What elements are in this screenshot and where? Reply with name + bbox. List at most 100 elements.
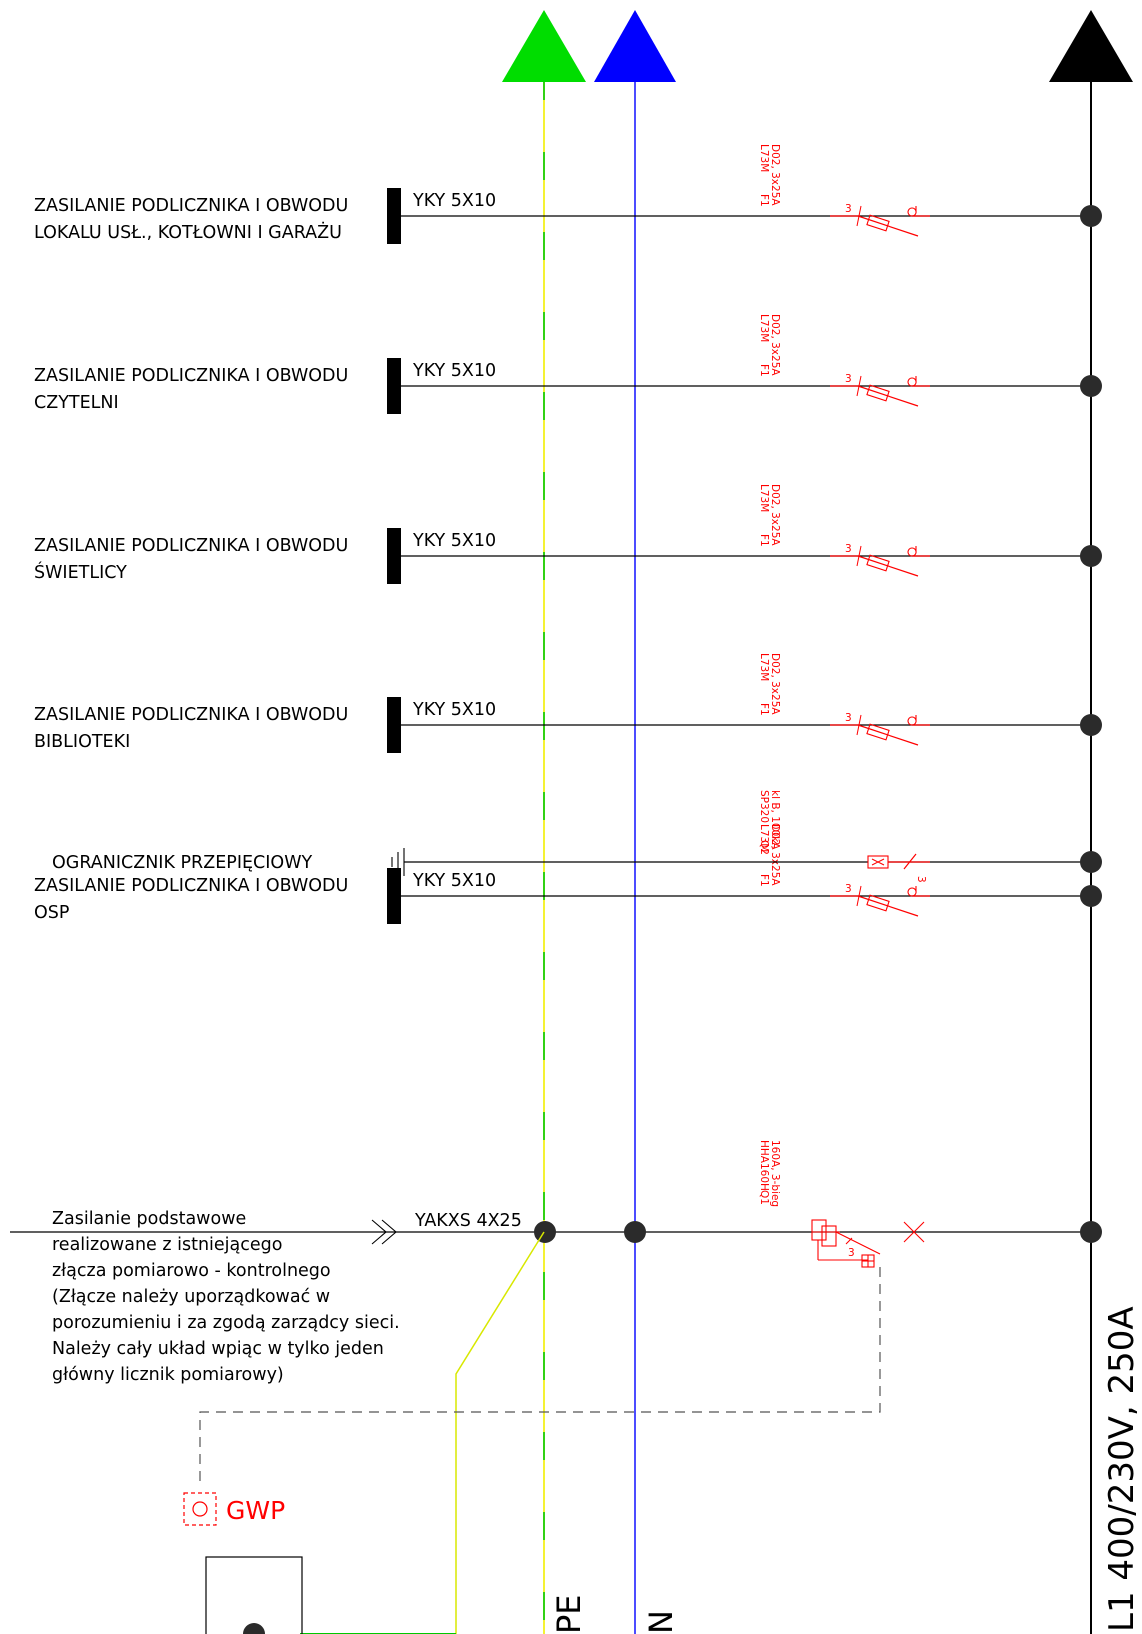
device-spec: D02, 3x25A — [769, 653, 781, 715]
circuit-name-line2: CZYTELNI — [34, 393, 119, 413]
supply-note-line: Zasilanie podstawowe — [52, 1209, 246, 1229]
surge-arrester-row: OGRANICZNIK PRZEPIĘCIOWY 3 kl B, 100kA S… — [52, 790, 1102, 883]
three-pole-tick — [856, 885, 862, 907]
circuit-row: ZASILANIE PODLICZNIKA I OBWODU LOKALU US… — [34, 144, 1102, 244]
terminal-block-icon — [387, 528, 401, 584]
control-wire-dashed — [199, 1267, 881, 1482]
n-connection-dot — [624, 1221, 646, 1243]
main-supply-row: YAKXS 4X25 Zasilanie podstawowe realizow… — [10, 1140, 1102, 1385]
n-busbar-arrow — [594, 10, 676, 82]
busbar-connection-dot — [1080, 545, 1102, 567]
surge-arrester-name: OGRANICZNIK PRZEPIĘCIOWY — [52, 853, 312, 873]
three-pole-tick — [856, 545, 862, 567]
device-type: L73M — [758, 314, 770, 342]
pe-busbar-label: PE — [550, 1594, 588, 1634]
cable-label: YKY 5X10 — [412, 531, 496, 551]
device-ref: Q2 — [758, 840, 770, 855]
supply-cable-label: YAKXS 4X25 — [414, 1211, 522, 1231]
busbar-connection-dot — [1080, 885, 1102, 907]
device-type: HHA160H — [758, 1140, 770, 1191]
disconnector-contact-icon — [907, 546, 917, 557]
device-ref: F1 — [758, 874, 770, 887]
circuit-row: ZASILANIE PODLICZNIKA I OBWODU ŚWIETLICY… — [34, 484, 1102, 584]
poles-count: 3 — [845, 712, 852, 724]
terminal-block-icon — [387, 697, 401, 753]
device-spec: 160A, 3-bieg — [769, 1140, 781, 1207]
pe-busbar-arrow — [502, 10, 586, 82]
poles-count: 3 — [845, 543, 852, 555]
poles-count: 3 — [915, 876, 927, 883]
three-pole-tick — [856, 714, 862, 736]
l1-connection-dot — [1080, 1221, 1102, 1243]
device-type: L73M — [758, 144, 770, 172]
circuit-name-line2: BIBLIOTEKI — [34, 732, 130, 752]
three-pole-tick — [856, 375, 862, 397]
three-pole-tick — [856, 205, 862, 227]
device-spec: D02, 3x25A — [769, 314, 781, 376]
cable-break-icon — [371, 1219, 397, 1245]
device-spec: D02, 3x25A — [769, 144, 781, 206]
busbar-connection-dot — [1080, 205, 1102, 227]
device-ref: F1 — [758, 534, 770, 547]
device-ref: F1 — [758, 364, 770, 377]
device-spec: kl B, 100kA — [769, 790, 781, 850]
busbar-connection-dot — [1080, 714, 1102, 736]
earthing-box — [205, 1556, 303, 1634]
device-ref: Q1 — [758, 1190, 770, 1205]
terminal-block-icon — [387, 868, 401, 924]
surge-arrester-glyph — [871, 858, 885, 866]
circuit-name-line1: ZASILANIE PODLICZNIKA I OBWODU — [34, 366, 348, 386]
busbar-connection-dot — [1080, 375, 1102, 397]
disconnector-contact-icon — [907, 376, 917, 387]
terminal-block-icon — [387, 188, 401, 244]
pe-connection-dot — [534, 1221, 556, 1243]
disconnector-contact-icon — [907, 886, 917, 897]
fuse-icon — [866, 894, 890, 912]
gwp-button-icon — [183, 1492, 217, 1526]
earthing-dot — [243, 1623, 265, 1634]
l1-busbar-label: L1 400/230V, 250A — [1102, 1306, 1142, 1632]
circuit-name-line2: OSP — [34, 903, 69, 923]
device-spec: D02, 3x25A — [769, 824, 781, 886]
device-type: L73M — [758, 653, 770, 681]
gwp-button-contact-icon — [192, 1501, 208, 1517]
disconnector-contact-icon — [907, 715, 917, 726]
supply-note-line: główny licznik pomiarowy) — [52, 1365, 284, 1385]
circuit-name-line2: LOKALU USŁ., KOTŁOWNI I GARAŻU — [34, 222, 342, 243]
disconnector-contact-icon — [907, 206, 917, 217]
supply-note-line: Należy cały układ wpiąc w tylko jeden — [52, 1339, 384, 1359]
supply-note-line: (Złącze należy uporządkować w — [52, 1287, 330, 1307]
circuit-row: ZASILANIE PODLICZNIKA I OBWODU BIBLIOTEK… — [34, 653, 1102, 753]
circuit-name-line1: ZASILANIE PODLICZNIKA I OBWODU — [34, 705, 348, 725]
poles-count: 3 — [845, 203, 852, 215]
n-busbar-label: N — [642, 1610, 680, 1634]
device-ref: F1 — [758, 194, 770, 207]
cable-label: YKY 5X10 — [412, 700, 496, 720]
fuse-icon — [866, 554, 890, 572]
poles-count: 3 — [845, 883, 852, 895]
fuse-icon — [866, 723, 890, 741]
gwp-label: GWP — [226, 1496, 285, 1525]
pe-earthing-conductor — [455, 1231, 545, 1634]
device-type: L73M — [758, 824, 770, 852]
device-type: L73M — [758, 484, 770, 512]
circuit-row: ZASILANIE PODLICZNIKA I OBWODU CZYTELNI … — [34, 314, 1102, 414]
cable-label: YKY 5X10 — [412, 871, 496, 891]
l1-busbar-arrow — [1049, 10, 1133, 82]
switch-blade — [903, 853, 917, 870]
circuit-row: ZASILANIE PODLICZNIKA I OBWODU OSP YKY 5… — [34, 824, 1102, 924]
circuit-name-line1: ZASILANIE PODLICZNIKA I OBWODU — [34, 196, 348, 216]
fuse-icon — [866, 384, 890, 402]
device-spec: D02, 3x25A — [769, 484, 781, 546]
cable-label: YKY 5X10 — [412, 361, 496, 381]
device-type: SP320 — [758, 790, 770, 823]
poles-count: 3 — [848, 1247, 855, 1259]
terminal-block-icon — [387, 358, 401, 414]
poles-count: 3 — [845, 373, 852, 385]
supply-note-line: realizowane z istniejącego — [52, 1235, 282, 1255]
fuse-icon — [866, 214, 890, 232]
main-switch-icon — [811, 1219, 925, 1268]
circuit-name-line1: ZASILANIE PODLICZNIKA I OBWODU — [34, 536, 348, 556]
busbar-connection-dot — [1080, 851, 1102, 873]
